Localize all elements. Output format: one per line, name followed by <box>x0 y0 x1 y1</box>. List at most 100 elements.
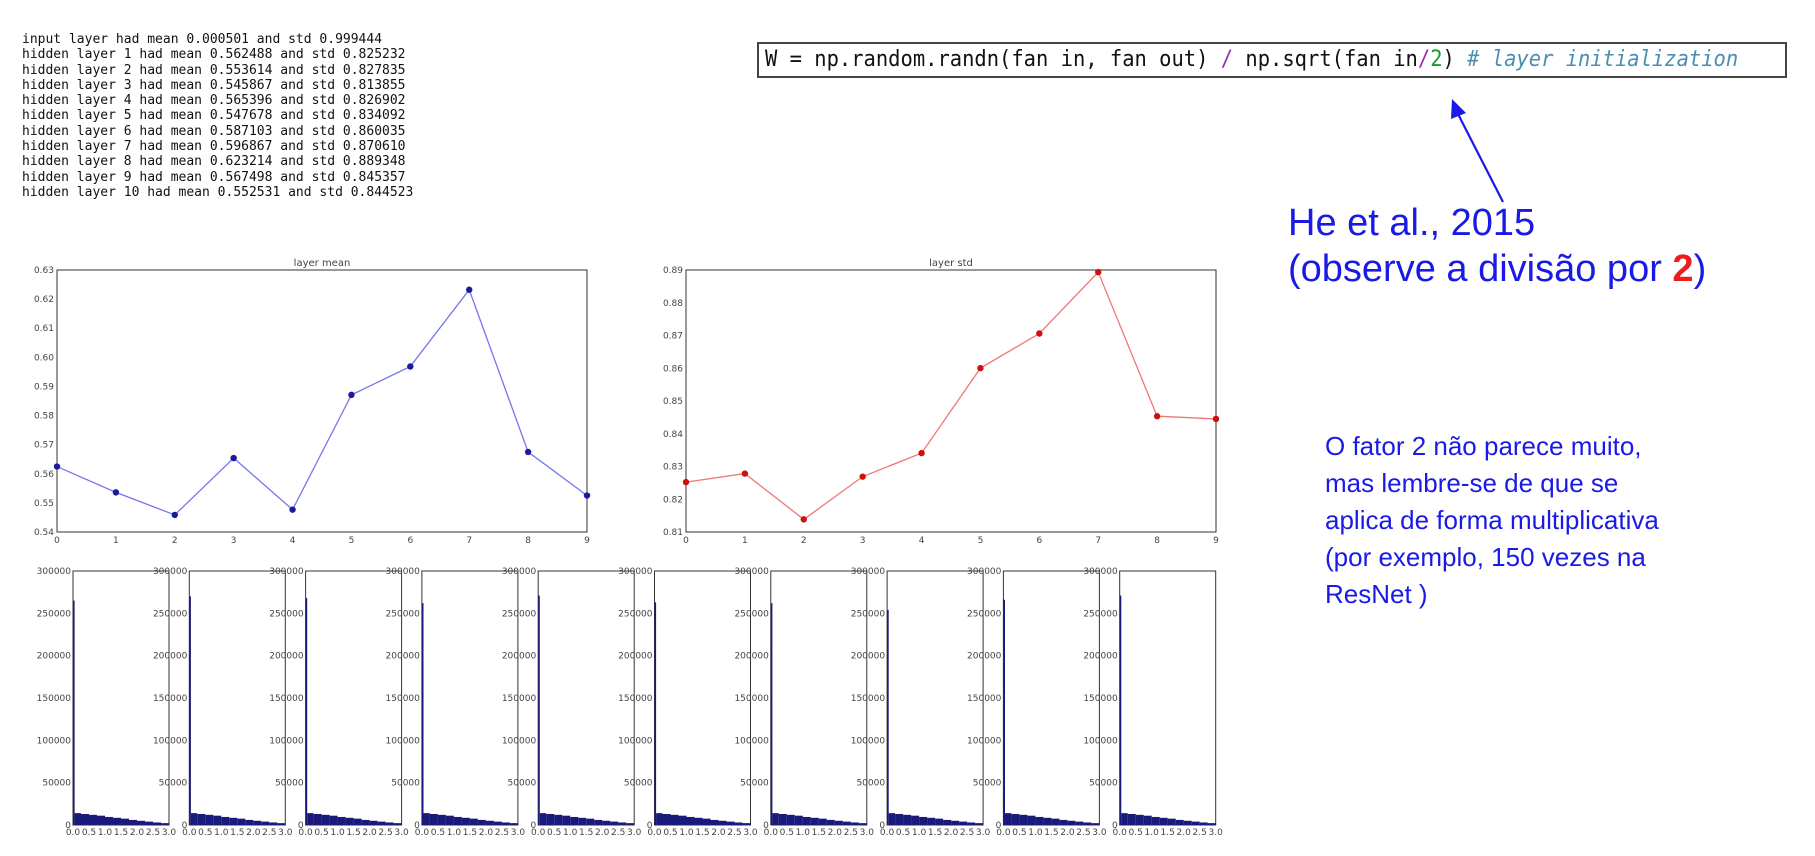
histogram-4-y-tick-label: 250000 <box>386 609 421 619</box>
mean-chart-x-tick-label: 2 <box>172 536 178 546</box>
mean-chart-data-point <box>230 454 237 462</box>
histogram-4-bar <box>453 816 462 825</box>
log-line: hidden layer 1 had mean 0.562488 and std… <box>22 47 406 63</box>
histogram-7-bar <box>778 813 787 825</box>
mean-chart-data-point <box>407 363 414 370</box>
histogram-5-bar <box>539 813 547 825</box>
histogram-9-x-tick-label: 2.0 <box>1060 828 1075 838</box>
histogram-7-bar <box>842 821 851 825</box>
histogram-7-bar <box>772 813 779 825</box>
histogram-8-bar <box>943 819 952 825</box>
histogram-7-x-tick-label: 0.5 <box>780 828 794 838</box>
std-chart-data-point <box>1153 413 1161 420</box>
histogram-7-y-tick-label: 300000 <box>734 567 769 577</box>
histogram-7-bar <box>818 818 827 825</box>
histogram-9-x-tick-label: 1.0 <box>1028 828 1043 838</box>
histogram-5-y-tick-label: 200000 <box>502 652 537 662</box>
std-chart-x-tick-label: 5 <box>978 536 984 546</box>
histogram-5-y-tick-label: 0 <box>530 821 536 831</box>
mean-chart-y-tick-label: 0.55 <box>34 499 54 509</box>
histogram-9-x-tick-label: 3.0 <box>1092 828 1107 838</box>
histogram-1-bar <box>145 821 153 825</box>
histogram-1-bar <box>161 823 169 825</box>
histogram-10-x-tick-label: 1.0 <box>1145 828 1160 838</box>
std-chart-x-tick-label: 3 <box>860 536 866 546</box>
histogram-8-y-tick-label: 300000 <box>851 567 886 577</box>
mean-chart-y-tick-label: 0.63 <box>34 266 54 276</box>
histogram-8-bar <box>919 816 928 825</box>
histogram-4-x-tick-label: 0.0 <box>415 828 430 838</box>
histogram-1-bar <box>89 814 97 825</box>
histogram-1-y-tick-label: 300000 <box>37 567 72 577</box>
std-chart-x-tick-label: 6 <box>1036 536 1042 546</box>
histogram-7-x-tick-label: 1.0 <box>796 828 811 838</box>
histogram-8-y-tick-label: 50000 <box>856 779 885 789</box>
histogram-10-bar <box>1191 821 1200 825</box>
histogram-2-bar <box>277 823 286 825</box>
note-line: (por exemplo, 150 vezes na <box>1325 542 1646 572</box>
std-chart-x-tick-label: 0 <box>683 536 689 546</box>
histogram-7-bar <box>794 815 803 825</box>
mean-chart-y-tick-label: 0.58 <box>34 412 54 422</box>
std-chart-title: layer std <box>929 258 973 269</box>
histogram-4-x-tick-label: 1.0 <box>447 828 462 838</box>
histogram-5-bar <box>610 821 619 825</box>
std-chart-data-point <box>682 478 690 486</box>
histogram-9-x-tick-label: 2.5 <box>1076 828 1090 838</box>
mean-chart-data-point <box>53 463 61 470</box>
histogram-3-bar <box>393 823 402 825</box>
histogram-5-x-tick-label: 0.0 <box>531 828 546 838</box>
histogram-2-bar <box>205 814 214 825</box>
histogram-9-bar <box>1005 813 1012 825</box>
mean-chart-x-tick-label: 4 <box>290 536 296 546</box>
mean-chart-y-tick-label: 0.60 <box>34 353 54 363</box>
histogram-2-x-tick-label: 3.0 <box>278 828 293 838</box>
histogram-10-y-tick-label: 100000 <box>1083 736 1118 746</box>
histogram-1-bar <box>113 817 121 825</box>
std-chart-y-tick-label: 0.84 <box>663 430 683 440</box>
code-text: W = np.random.randn(fan in, fan out) <box>765 47 1221 72</box>
histogram-3-x-tick-label: 1.5 <box>346 828 360 838</box>
histogram-8-x-tick-label: 0.5 <box>896 828 910 838</box>
histogram-3-y-tick-label: 0 <box>298 821 304 831</box>
histogram-7-y-tick-label: 150000 <box>734 694 769 704</box>
histogram-8-x-tick-label: 1.0 <box>912 828 927 838</box>
histogram-4-y-tick-label: 0 <box>414 821 420 831</box>
histogram-7-y-tick-label: 50000 <box>740 779 769 789</box>
histogram-9-x-tick-label: 1.5 <box>1044 828 1058 838</box>
histogram-4-y-tick-label: 100000 <box>386 736 421 746</box>
histogram-10-x-tick-label: 0.0 <box>1113 828 1128 838</box>
histogram-8-bar <box>911 815 920 825</box>
citation-accent-number: 2 <box>1672 248 1694 290</box>
histogram-8-x-tick-label: 1.5 <box>928 828 942 838</box>
histogram-5-bar <box>562 815 571 825</box>
histogram-1-y-tick-label: 0 <box>65 821 71 831</box>
histogram-9-bar <box>1083 822 1092 825</box>
histogram-2-bar <box>261 821 270 825</box>
code-line: W = np.random.randn(fan in, fan out) / n… <box>765 44 1738 76</box>
std-chart-x-tick-label: 8 <box>1154 536 1160 546</box>
histogram-6-bar <box>670 814 679 825</box>
histogram-1-x-tick-label: 2.0 <box>130 828 145 838</box>
histogram-1-y-tick-label: 150000 <box>37 694 72 704</box>
histogram-9-bar <box>1019 814 1028 825</box>
histogram-3-y-tick-label: 250000 <box>269 609 304 619</box>
histogram-6-bar <box>742 823 751 825</box>
std-chart-y-tick-label: 0.88 <box>663 299 683 309</box>
histogram-5-y-tick-label: 300000 <box>502 567 537 577</box>
histogram-10-bar <box>1167 818 1176 825</box>
histogram-8-y-tick-label: 150000 <box>851 694 886 704</box>
histogram-8-bar <box>935 818 944 825</box>
code-divide-operator: / <box>1220 47 1234 72</box>
histogram-6-bar <box>686 816 695 825</box>
histogram-3-bar <box>305 598 308 825</box>
histogram-10-x-tick-label: 0.5 <box>1129 828 1143 838</box>
histogram-3-bar <box>307 813 314 825</box>
histogram-8-bar <box>959 821 968 825</box>
histogram-6-y-tick-label: 200000 <box>618 652 653 662</box>
histogram-2-y-tick-label: 200000 <box>153 652 188 662</box>
histogram-1-x-tick-label: 1.0 <box>98 828 113 838</box>
histogram-3-x-tick-label: 0.0 <box>298 828 313 838</box>
code-text-close: ) <box>1442 47 1468 72</box>
